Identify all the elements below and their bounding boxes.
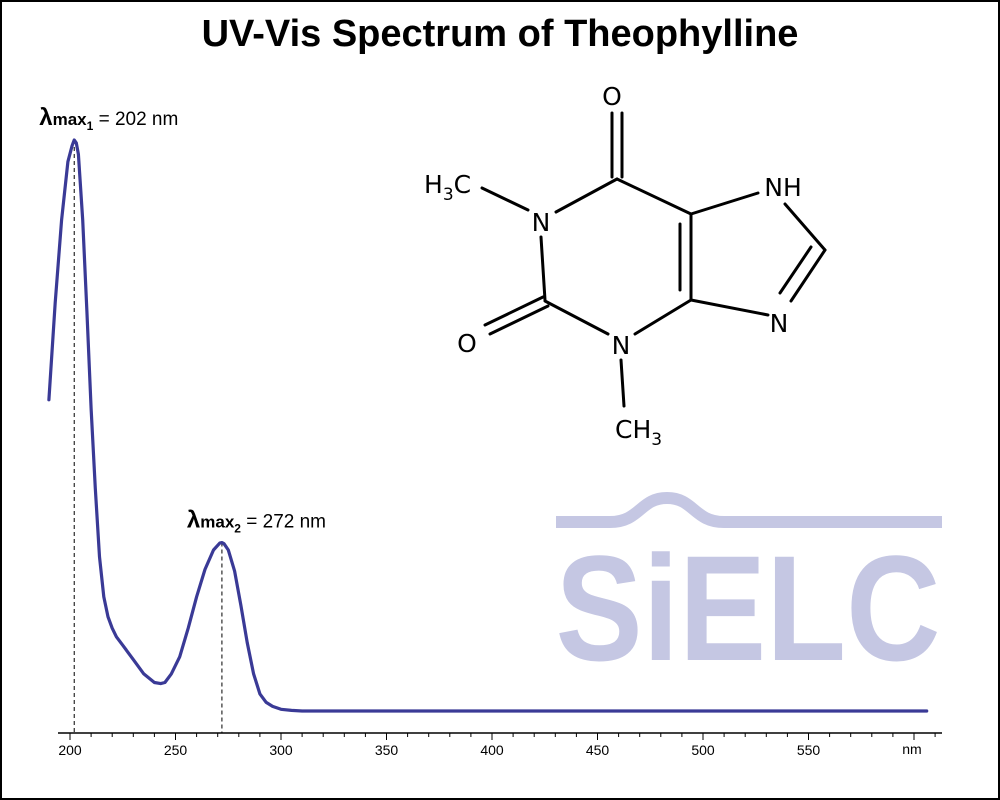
watermark-text: SiELC — [556, 524, 941, 692]
lambda-index: 2 — [234, 522, 241, 536]
bond-c6-n1 — [554, 177, 619, 214]
x-tick-label: 400 — [480, 742, 504, 758]
methyl-bottom-ch: CH — [615, 415, 651, 444]
bond-n9-c4 — [689, 298, 770, 317]
x-tick-label: 200 — [58, 742, 82, 758]
methyl-left-sub: 3 — [443, 185, 454, 205]
peak-value-label: = 272 nm — [241, 512, 326, 533]
x-axis-ticks — [69, 733, 936, 740]
x-tick-label: 300 — [269, 742, 293, 758]
x-tick-label: 550 — [797, 742, 821, 758]
atom-n9: N — [770, 309, 789, 338]
bond-c8-n9a — [789, 248, 827, 303]
x-axis-unit-label: nm — [902, 741, 921, 757]
watermark-arc-line — [556, 491, 942, 528]
chart-title: UV-Vis Spectrum of Theophylline — [202, 13, 799, 55]
x-tick-label: 500 — [691, 742, 715, 758]
peak-annotation-1: λmax1 = 202 nm — [39, 104, 178, 133]
methyl-bottom-sub: 3 — [651, 430, 662, 450]
lambda-symbol: λ — [39, 104, 52, 131]
bond-c6-c5 — [615, 177, 693, 216]
bond-n7-c8 — [783, 202, 827, 252]
methyl-bottom: CH3 — [615, 415, 662, 450]
theophylline-structure — [480, 111, 827, 408]
peak-value-label: = 202 nm — [93, 109, 178, 130]
lambda-index: 1 — [87, 119, 94, 133]
x-tick-label: 450 — [586, 742, 610, 758]
bond-n1-c2 — [539, 235, 547, 302]
sielc-watermark: SiELC — [556, 491, 942, 692]
lambda-symbol: λ — [187, 507, 200, 534]
bond-c2-o2b — [488, 304, 550, 336]
bond-n1-methyl — [480, 186, 530, 212]
bond-c5-n7 — [689, 191, 760, 216]
atom-n3: N — [612, 331, 631, 360]
methyl-left: H3C — [424, 170, 471, 205]
x-tick-label: 250 — [164, 742, 188, 758]
bond-n3-c4 — [633, 298, 693, 336]
atom-o-left: O — [457, 329, 477, 358]
bond-c2-o2a — [483, 295, 545, 327]
bond-c2-n3 — [543, 299, 610, 336]
peak-annotation-2: λmax2 = 272 nm — [187, 507, 326, 536]
atom-n1: N — [532, 208, 551, 237]
x-tick-label: 350 — [375, 742, 399, 758]
molecule-atoms: O O N N NH N H3C CH3 — [424, 82, 802, 450]
spectrum-line — [47, 138, 929, 713]
peak-markers — [73, 140, 223, 733]
x-axis-tick-labels: 200 250 300 350 400 450 500 550 — [58, 742, 820, 758]
atom-nh: NH — [764, 173, 802, 202]
methyl-left-h: H — [424, 170, 443, 199]
atom-o-top: O — [602, 82, 622, 111]
bond-n3-methyl — [619, 358, 626, 408]
lambda-max-subscript: max — [53, 110, 88, 129]
lambda-max-subscript: max — [200, 513, 235, 532]
bond-c8-n9b — [778, 245, 813, 295]
methyl-left-c: C — [454, 170, 471, 199]
